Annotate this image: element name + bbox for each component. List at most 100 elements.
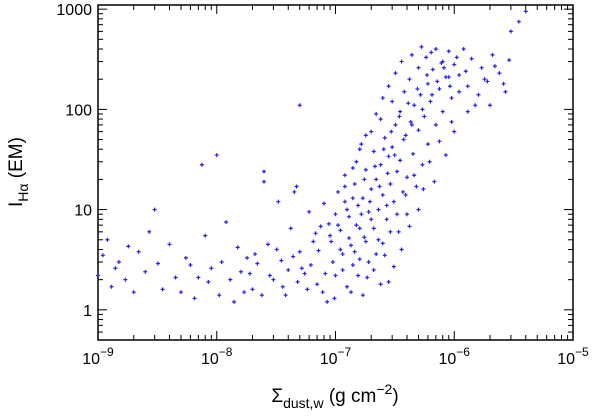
data-point <box>308 263 313 268</box>
data-point <box>376 237 381 242</box>
data-point <box>380 95 385 100</box>
data-point <box>365 275 370 280</box>
data-point <box>323 271 328 276</box>
plot-frame <box>97 4 574 341</box>
data-point <box>447 84 452 89</box>
data-point <box>345 284 350 289</box>
data-point <box>400 189 405 194</box>
data-point <box>442 65 447 70</box>
data-point <box>152 207 157 212</box>
data-point <box>377 184 382 189</box>
data-point <box>123 277 128 282</box>
data-point <box>378 162 383 167</box>
data-point <box>357 147 362 152</box>
data-point <box>329 239 334 244</box>
axis-ticks <box>97 5 573 341</box>
data-point <box>396 229 401 234</box>
data-point <box>435 79 440 84</box>
data-point <box>250 287 255 292</box>
data-point <box>398 158 403 163</box>
data-point <box>446 49 451 54</box>
data-point <box>305 287 310 292</box>
data-point <box>384 217 389 222</box>
data-point <box>313 231 318 236</box>
data-point <box>407 224 412 229</box>
data-point <box>457 73 462 78</box>
data-point <box>338 247 343 252</box>
data-point <box>338 228 343 233</box>
data-point <box>404 212 409 217</box>
data-point <box>131 290 136 295</box>
data-point <box>294 184 299 189</box>
data-point <box>378 282 383 287</box>
data-point <box>425 142 430 147</box>
data-point <box>360 196 365 201</box>
data-point <box>416 65 421 70</box>
data-point <box>465 109 470 114</box>
data-point <box>380 192 385 197</box>
data-point <box>415 86 420 91</box>
data-point <box>403 133 408 138</box>
data-point <box>245 255 250 260</box>
data-point <box>425 73 430 78</box>
data-point <box>192 296 197 301</box>
data-point <box>416 207 421 212</box>
data-point <box>492 64 497 69</box>
y-tick-label: 1000 <box>56 2 92 19</box>
x-axis-label-sub: dust,w <box>283 395 324 411</box>
data-point <box>363 167 368 172</box>
data-point <box>160 287 165 292</box>
data-point <box>333 273 338 278</box>
data-point <box>374 177 379 182</box>
data-point <box>414 184 419 189</box>
data-point <box>473 103 478 108</box>
data-point <box>384 203 389 208</box>
data-point <box>411 151 416 156</box>
data-point <box>342 184 347 189</box>
data-point <box>173 275 178 280</box>
data-point <box>476 92 481 97</box>
data-point <box>318 224 323 229</box>
data-point <box>350 263 355 268</box>
data-point <box>382 253 387 258</box>
data-point <box>479 65 484 70</box>
data-point <box>440 109 445 114</box>
data-point <box>385 171 390 176</box>
x-tick-label: 10−7 <box>320 345 352 368</box>
data-point <box>336 223 341 228</box>
data-point <box>247 271 252 276</box>
data-point <box>469 56 474 61</box>
y-axis-label-sub: Hα <box>15 183 31 201</box>
data-point <box>347 236 352 241</box>
data-point <box>228 277 233 282</box>
data-point <box>357 257 362 262</box>
data-point <box>392 153 397 158</box>
data-point <box>449 95 454 100</box>
data-point <box>408 119 413 124</box>
data-point <box>523 9 528 14</box>
data-point <box>259 293 264 298</box>
data-point <box>136 249 141 254</box>
data-point <box>348 243 353 248</box>
y-axis-label: IHα (EM) <box>6 137 31 207</box>
data-point <box>516 19 521 24</box>
data-point <box>419 44 424 49</box>
data-point <box>348 290 353 295</box>
data-point <box>262 179 267 184</box>
data-point <box>262 169 267 174</box>
x-tick-label: 10−6 <box>439 345 471 368</box>
data-point <box>255 261 260 266</box>
x-tick-labels: 10−9 10−8 10−7 10−6 10−5 <box>82 345 589 368</box>
y-tick-label: 100 <box>65 102 92 119</box>
data-point <box>155 261 160 266</box>
data-point <box>315 282 320 287</box>
data-point <box>217 293 222 298</box>
data-point <box>407 77 412 82</box>
data-point <box>286 267 291 272</box>
data-point <box>299 266 304 271</box>
data-point <box>352 182 357 187</box>
data-point <box>391 199 396 204</box>
data-point <box>206 279 211 284</box>
data-point <box>265 242 270 247</box>
x-axis-label-close: ) <box>392 386 398 407</box>
